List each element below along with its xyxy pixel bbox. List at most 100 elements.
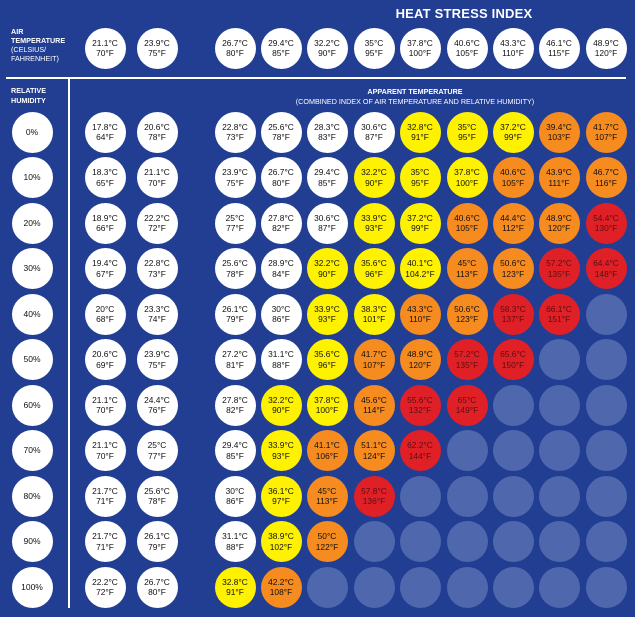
apparent-temp-circle-red: 54.4°C 130°F <box>585 202 627 244</box>
apparent-temp-fahrenheit: 72°F <box>96 587 114 597</box>
apparent-temp-fahrenheit: 77°F <box>148 450 166 461</box>
apparent-temp-fahrenheit: 113°F <box>316 496 338 506</box>
apparent-temp-fahrenheit: 66°F <box>96 223 114 233</box>
apparent-temp-fahrenheit: 87°F <box>365 132 383 142</box>
air-temperature-circle: 46.1°C 115°F <box>538 27 580 69</box>
air-temperature-circle: 23.9°C 75°F <box>136 27 178 69</box>
apparent-temp-fahrenheit: 81°F <box>226 359 244 370</box>
apparent-temp-circle-white: 20.6°C 78°F <box>136 111 178 153</box>
apparent-temp-celsius: 23.3°C <box>144 303 170 314</box>
apparent-temp-celsius: 45°C <box>457 258 477 268</box>
air-temperature-circle: 37.8°C 100°F <box>399 27 441 69</box>
air-temperature-circle: 48.9°C 120°F <box>585 27 627 69</box>
apparent-temp-celsius: 21.1°C <box>92 394 118 405</box>
apparent-temp-celsius: 35°C <box>410 167 430 177</box>
apparent-temp-fahrenheit: 103°F <box>547 132 571 142</box>
empty-cell-circle <box>306 566 348 608</box>
apparent-temp-fahrenheit: 75°F <box>226 177 244 188</box>
apparent-temp-circle-orange: 40.6°C 105°F <box>446 202 488 244</box>
apparent-temp-circle-white: 23.3°C 74°F <box>136 293 178 335</box>
apparent-temp-fahrenheit: 123°F <box>501 268 525 279</box>
apparent-temp-fahrenheit: 82°F <box>272 223 290 233</box>
air-temperature-circle: 43.3°C 110°F <box>492 27 534 69</box>
apparent-temp-circle-yellow: 35°C 95°F <box>399 157 441 198</box>
empty-cell-circle <box>492 566 534 608</box>
apparent-temp-celsius: 33.9°C <box>361 212 387 223</box>
humidity-circle: 40% <box>11 293 53 335</box>
apparent-temp-celsius: 22.2°C <box>144 212 170 223</box>
humidity-circle: 90% <box>11 521 53 562</box>
apparent-temp-fahrenheit: 91°F <box>411 132 429 142</box>
apparent-temp-circle-yellow: 32.8°C 91°F <box>399 111 441 153</box>
apparent-temp-celsius: 57.2°C <box>546 258 572 268</box>
apparent-temp-celsius: 21.7°C <box>92 485 118 496</box>
apparent-temp-fahrenheit: 105°F <box>501 177 525 188</box>
apparent-temp-celsius: 25.6°C <box>222 258 248 268</box>
apparent-temp-celsius: 40.6°C <box>500 167 526 177</box>
apparent-temp-circle-yellow: 35.6°C 96°F <box>306 339 348 380</box>
apparent-temp-fahrenheit: 90°F <box>318 268 336 279</box>
apparent-temp-celsius: 41.7°C <box>361 349 387 359</box>
apparent-temp-celsius: 43.9°C <box>546 167 572 177</box>
apparent-temp-celsius: 37.8°C <box>314 394 340 405</box>
apparent-temp-celsius: 32.2°C <box>314 258 340 268</box>
apparent-temp-fahrenheit: 88°F <box>272 359 290 370</box>
apparent-temp-circle-white: 31.1°C 88°F <box>260 339 302 380</box>
apparent-temp-fahrenheit: 70°F <box>148 177 166 188</box>
empty-cell-circle <box>538 521 580 562</box>
apparent-temp-celsius: 22.2°C <box>92 576 118 587</box>
apparent-temp-celsius: 31.1°C <box>268 349 294 359</box>
apparent-temp-fahrenheit: 124°F <box>362 450 386 461</box>
empty-cell-circle <box>399 475 441 517</box>
apparent-temp-fahrenheit: 91°F <box>226 587 244 597</box>
apparent-temp-fahrenheit: 122°F <box>315 541 339 552</box>
apparent-temp-circle-yellow: 32.2°C 90°F <box>353 157 395 198</box>
apparent-temp-circle-white: 22.2°C 72°F <box>136 202 178 244</box>
air-temp-celsius: 43.3°C <box>500 37 526 48</box>
apparent-temp-celsius: 54.4°C <box>593 212 619 223</box>
apparent-temp-circle-yellow: 37.8°C 100°F <box>306 384 348 426</box>
apparent-temp-celsius: 26.1°C <box>144 531 170 541</box>
apparent-temp-circle-red: 66.1°C 151°F <box>538 293 580 335</box>
apparent-temp-celsius: 46.7°C <box>593 167 619 177</box>
apparent-temp-celsius: 41.1°C <box>314 440 340 450</box>
apparent-temp-fahrenheit: 106°F <box>315 450 339 461</box>
apparent-temp-fahrenheit: 86°F <box>272 314 290 324</box>
humidity-value: 10% <box>23 172 41 183</box>
apparent-temp-celsius: 40.6°C <box>454 212 480 223</box>
apparent-temp-fahrenheit: 79°F <box>148 541 166 552</box>
header-divider <box>6 77 626 79</box>
apparent-temp-celsius: 30.6°C <box>361 121 387 132</box>
apparent-temp-circle-white: 23.9°C 75°F <box>136 339 178 380</box>
apparent-temp-circle-white: 21.1°C 70°F <box>84 430 126 471</box>
apparent-temp-circle-white: 22.2°C 72°F <box>84 566 126 608</box>
air-temperature-circle: 35°C 95°F <box>353 27 395 69</box>
apparent-temp-celsius: 50.6°C <box>500 258 526 268</box>
apparent-temp-fahrenheit: 148°F <box>594 268 618 279</box>
apparent-temp-circle-white: 28.9°C 84°F <box>260 248 302 289</box>
apparent-temp-circle-orange: 41.7°C 107°F <box>353 339 395 380</box>
apparent-temp-fahrenheit: 113°F <box>456 268 478 279</box>
apparent-temp-circle-red: 57.2°C 135°F <box>446 339 488 380</box>
apparent-temp-fahrenheit: 83°F <box>318 132 336 142</box>
apparent-temp-celsius: 26.1°C <box>222 303 248 314</box>
apparent-temp-celsius: 27.2°C <box>222 349 248 359</box>
apparent-temp-circle-yellow: 33.9°C 93°F <box>353 202 395 244</box>
apparent-temp-celsius: 64.4°C <box>593 258 619 268</box>
air-temperature-circle: 26.7°C 80°F <box>214 27 256 69</box>
apparent-temp-circle-red: 62.2°C 144°F <box>399 430 441 471</box>
air-temp-fahrenheit: 105°F <box>455 48 479 58</box>
apparent-temp-celsius: 33.9°C <box>268 440 294 450</box>
air-temp-celsius: 46.1°C <box>546 37 572 48</box>
apparent-temp-circle-white: 26.7°C 80°F <box>260 157 302 198</box>
apparent-temp-fahrenheit: 95°F <box>411 177 429 188</box>
empty-cell-circle <box>585 430 627 471</box>
air-temp-celsius: 32.2°C <box>314 37 340 48</box>
air-label-line-1: AIR <box>11 27 24 36</box>
apparent-temp-celsius: 21.1°C <box>92 440 118 450</box>
apparent-temp-fahrenheit: 82°F <box>226 405 244 415</box>
air-temp-fahrenheit: 75°F <box>148 48 166 58</box>
apparent-temp-celsius: 55.6°C <box>407 394 433 405</box>
air-temperature-label: AIR TEMPERATURE (CELSIUS/ FAHRENHEIT) <box>11 27 65 63</box>
apparent-temp-circle-white: 30°C 86°F <box>214 475 256 517</box>
